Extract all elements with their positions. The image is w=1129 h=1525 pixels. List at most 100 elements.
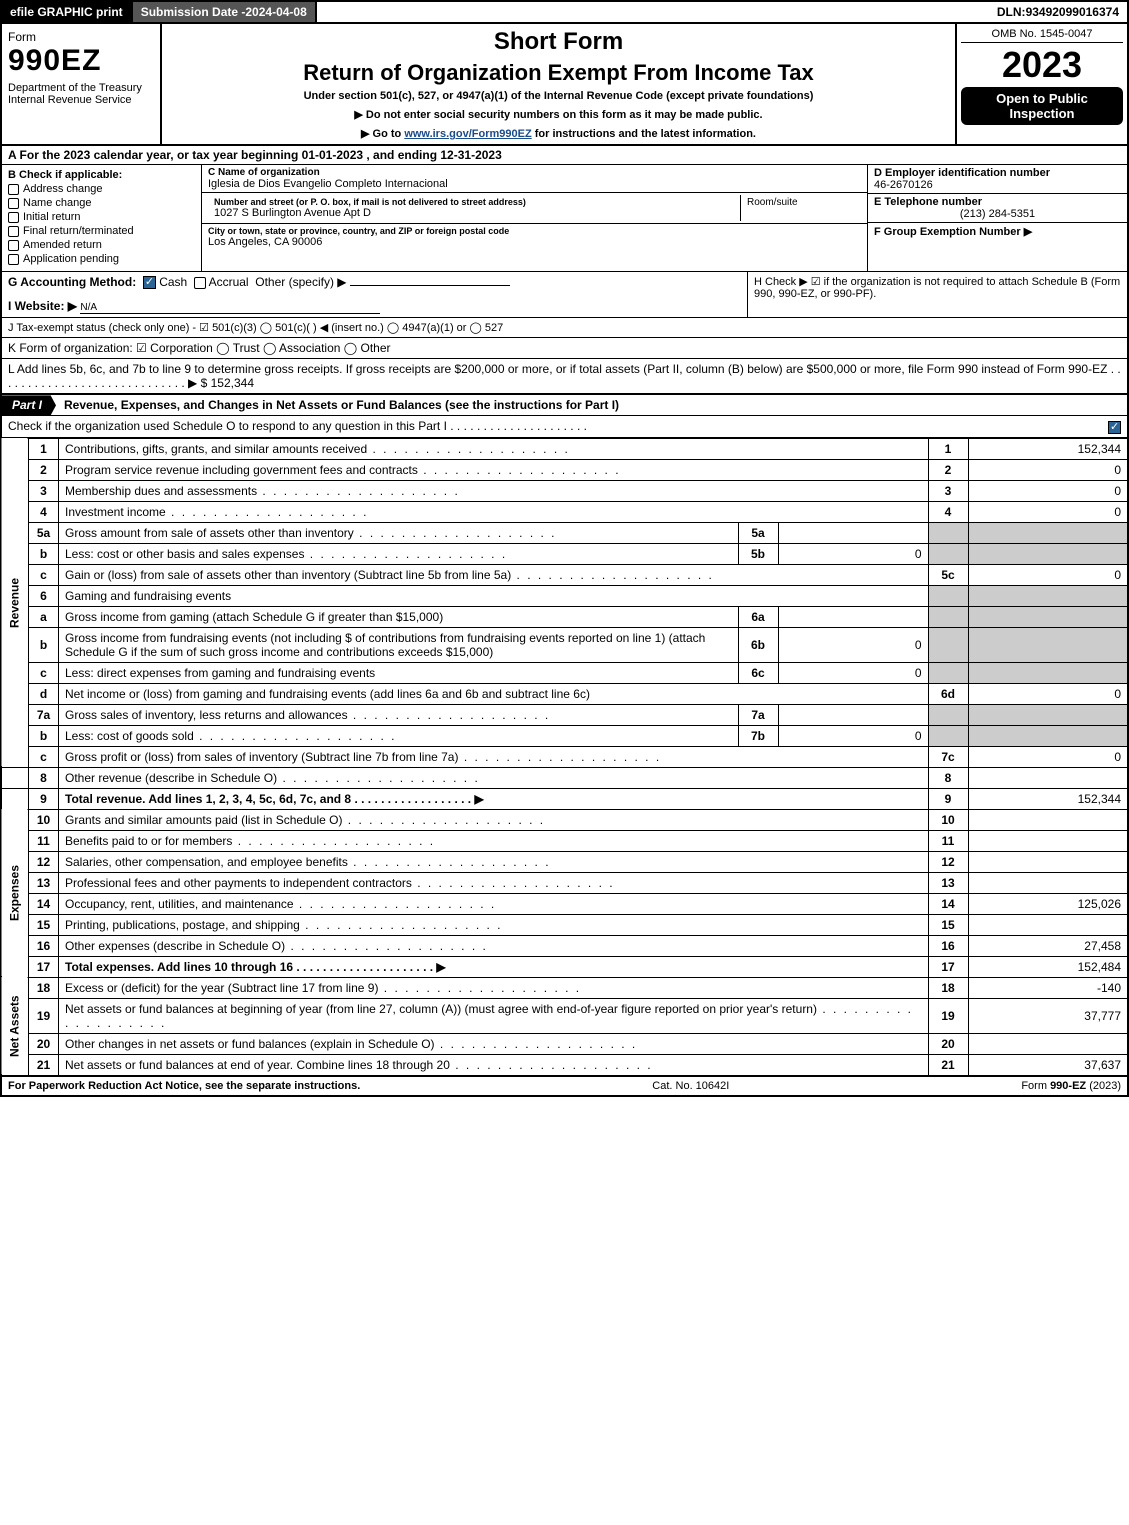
row-g-h: G Accounting Method: Cash Accrual Other … bbox=[0, 272, 1129, 318]
line-2: 2 Program service revenue including gove… bbox=[1, 459, 1128, 480]
netassets-sidelabel: Net Assets bbox=[1, 977, 29, 1075]
line-num: 14 bbox=[29, 893, 59, 914]
phone-label: E Telephone number bbox=[874, 196, 1121, 208]
line-num: 15 bbox=[29, 914, 59, 935]
checkbox-address-change[interactable]: Address change bbox=[8, 183, 195, 195]
line-desc: Less: direct expenses from gaming and fu… bbox=[59, 662, 739, 683]
line-num: 18 bbox=[29, 977, 59, 998]
line-num: c bbox=[29, 746, 59, 767]
line-amount bbox=[968, 914, 1128, 935]
line-desc: Investment income bbox=[65, 505, 368, 519]
line-desc: Excess or (deficit) for the year (Subtra… bbox=[65, 981, 581, 995]
empty-side bbox=[1, 767, 29, 788]
line-desc: Other revenue (describe in Schedule O) bbox=[65, 771, 480, 785]
line-amount: 152,344 bbox=[968, 438, 1128, 459]
checkbox-cash[interactable] bbox=[143, 276, 156, 289]
line-amount: 0 bbox=[968, 480, 1128, 501]
line-3: 3 Membership dues and assessments 3 0 bbox=[1, 480, 1128, 501]
shaded-cell bbox=[968, 662, 1128, 683]
line-amount: 152,484 bbox=[968, 956, 1128, 977]
line-desc: Gross income from fundraising events (no… bbox=[59, 627, 739, 662]
line-num: c bbox=[29, 662, 59, 683]
checkbox-final-return[interactable]: Final return/terminated bbox=[8, 225, 195, 237]
line-box: 19 bbox=[928, 998, 968, 1033]
part1-tag: Part I bbox=[2, 395, 56, 415]
line-num: d bbox=[29, 683, 59, 704]
org-name-label: C Name of organization bbox=[208, 167, 861, 178]
org-name: Iglesia de Dios Evangelio Completo Inter… bbox=[208, 178, 861, 190]
i-label: I Website: ▶ bbox=[8, 299, 77, 313]
inner-label: 7a bbox=[738, 704, 778, 725]
cb-label: Initial return bbox=[23, 211, 80, 223]
shaded-cell bbox=[928, 725, 968, 746]
city-state-zip: Los Angeles, CA 90006 bbox=[208, 236, 861, 248]
line-num: 3 bbox=[29, 480, 59, 501]
footer-right-post: (2023) bbox=[1089, 1080, 1121, 1092]
line-7b: b Less: cost of goods sold 7b 0 bbox=[1, 725, 1128, 746]
line-a: A For the 2023 calendar year, or tax yea… bbox=[0, 146, 1129, 165]
line-num: 17 bbox=[29, 956, 59, 977]
omb-number: OMB No. 1545-0047 bbox=[961, 28, 1123, 43]
efile-button[interactable]: efile GRAPHIC print bbox=[2, 2, 133, 22]
phone-row: E Telephone number (213) 284-5351 bbox=[868, 194, 1127, 223]
other-specify-line[interactable] bbox=[350, 285, 510, 286]
line-desc: Salaries, other compensation, and employ… bbox=[65, 855, 551, 869]
other-label: Other (specify) ▶ bbox=[255, 275, 346, 289]
line-6c: c Less: direct expenses from gaming and … bbox=[1, 662, 1128, 683]
line-amount bbox=[968, 1033, 1128, 1054]
line-6d: d Net income or (loss) from gaming and f… bbox=[1, 683, 1128, 704]
section-c: C Name of organization Iglesia de Dios E… bbox=[202, 165, 867, 271]
inner-value bbox=[778, 704, 928, 725]
line-amount bbox=[968, 830, 1128, 851]
line-num: 11 bbox=[29, 830, 59, 851]
line-desc: Gross income from gaming (attach Schedul… bbox=[59, 606, 739, 627]
street-address: 1027 S Burlington Avenue Apt D bbox=[214, 207, 734, 219]
inner-label: 6b bbox=[738, 627, 778, 662]
line-5b: b Less: cost or other basis and sales ex… bbox=[1, 543, 1128, 564]
line-desc: Net assets or fund balances at beginning… bbox=[65, 1002, 913, 1030]
top-bar: efile GRAPHIC print Submission Date - 20… bbox=[0, 0, 1129, 24]
header-right: OMB No. 1545-0047 2023 Open to Public In… bbox=[957, 24, 1127, 144]
shaded-cell bbox=[928, 543, 968, 564]
shaded-cell bbox=[968, 543, 1128, 564]
line-desc: Gross sales of inventory, less returns a… bbox=[65, 708, 550, 722]
shaded-cell bbox=[968, 522, 1128, 543]
checkbox-amended-return[interactable]: Amended return bbox=[8, 239, 195, 251]
line-amount: 0 bbox=[968, 564, 1128, 585]
line-num: 13 bbox=[29, 872, 59, 893]
line-num: 7a bbox=[29, 704, 59, 725]
dln: DLN: 93492099016374 bbox=[989, 2, 1127, 22]
line-num: 2 bbox=[29, 459, 59, 480]
group-exemption: F Group Exemption Number ▶ bbox=[868, 223, 1127, 240]
line-amount bbox=[968, 767, 1128, 788]
row-j: J Tax-exempt status (check only one) - ☑… bbox=[0, 318, 1129, 338]
part1-checkbox[interactable] bbox=[1108, 421, 1121, 434]
line-desc: Program service revenue including govern… bbox=[65, 463, 621, 477]
line-num: 12 bbox=[29, 851, 59, 872]
line-amount: 0 bbox=[968, 501, 1128, 522]
line-19: 19 Net assets or fund balances at beginn… bbox=[1, 998, 1128, 1033]
line-4: 4 Investment income 4 0 bbox=[1, 501, 1128, 522]
line-num: b bbox=[29, 627, 59, 662]
line-box: 9 bbox=[928, 788, 968, 809]
shaded-cell bbox=[928, 522, 968, 543]
checkbox-accrual[interactable] bbox=[194, 277, 206, 289]
line-num: 9 bbox=[29, 788, 59, 809]
line-desc: Less: cost of goods sold bbox=[65, 729, 396, 743]
line-desc: Membership dues and assessments bbox=[65, 484, 460, 498]
line-num: 8 bbox=[29, 767, 59, 788]
checkbox-initial-return[interactable]: Initial return bbox=[8, 211, 195, 223]
irs-link[interactable]: www.irs.gov/Form990EZ bbox=[404, 128, 531, 140]
header-left: Form 990EZ Department of the Treasury In… bbox=[2, 24, 162, 144]
line-num: 1 bbox=[29, 438, 59, 459]
expenses-sidelabel: Expenses bbox=[1, 809, 29, 977]
line-box: 20 bbox=[928, 1033, 968, 1054]
checkbox-name-change[interactable]: Name change bbox=[8, 197, 195, 209]
line-box: 15 bbox=[928, 914, 968, 935]
checkbox-application-pending[interactable]: Application pending bbox=[8, 253, 195, 265]
line-amount: 0 bbox=[968, 459, 1128, 480]
line-desc: Grants and similar amounts paid (list in… bbox=[65, 813, 545, 827]
tax-year: 2023 bbox=[961, 47, 1123, 83]
cb-label: Name change bbox=[23, 197, 92, 209]
shaded-cell bbox=[928, 627, 968, 662]
